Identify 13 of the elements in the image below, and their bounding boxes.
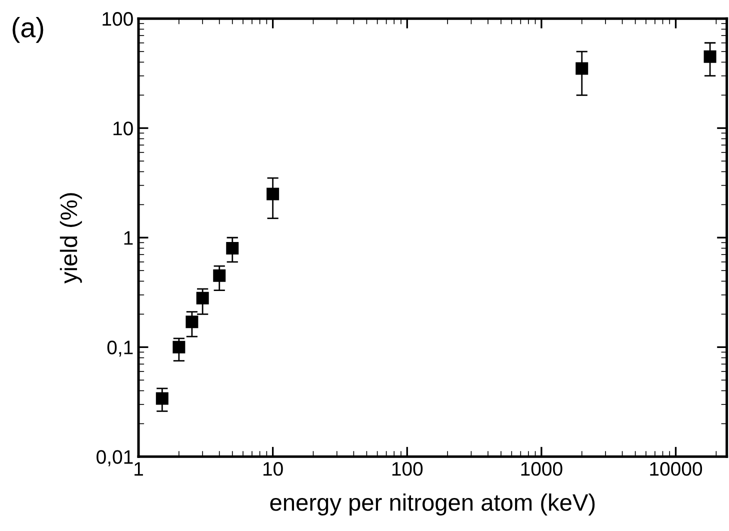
y-tick-label: 100 (102, 12, 133, 26)
x-tick-label: 10000 (650, 462, 702, 476)
y-axis-title: yield (%) (60, 193, 82, 284)
x-tick-label: 1 (134, 462, 143, 476)
text: (a) (12, 17, 44, 43)
y-tick-label: 10 (114, 122, 133, 136)
x-axis-title: energy per nitrogen atom (keV) (270, 494, 595, 516)
x-tick-label: 1000 (521, 462, 562, 476)
y-tick-label: 1 (124, 231, 133, 245)
x-tick-label: 10 (263, 462, 283, 476)
x-tick-label: 100 (392, 462, 423, 476)
y-tick-label: 0,01 (96, 450, 133, 466)
y-tick-label: 0,1 (107, 340, 133, 357)
